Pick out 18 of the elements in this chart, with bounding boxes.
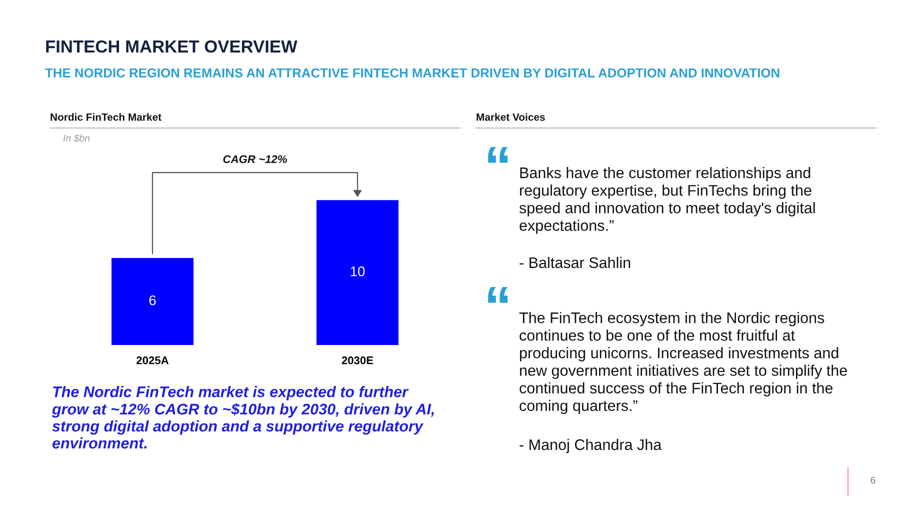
text: “ [488, 287, 508, 303]
chart-subtitle: In $bn [63, 134, 90, 142]
text: “ [488, 147, 508, 163]
text: - Baltasar Sahlin [520, 256, 630, 268]
text: 6 [870, 476, 876, 484]
text: - Manoj Chandra Jha [520, 438, 662, 454]
text: FINTECH MARKET OVERVIEW [46, 40, 298, 53]
text: THE NORDIC REGION REMAINS AN ATTRACTIVE FINTECH MARKET DRIVEN BY DIGITAL ADOPTION AND INNOVATION [45, 68, 780, 78]
data-label: 10 [350, 266, 365, 276]
chart-title: Nordic FinTech Market [50, 113, 162, 121]
text: CAGR ~12% [223, 155, 287, 164]
text: Banks have the customer relationships and regulatory expertise, but FinTechs bring the speed and innovation to meet today's digital expectations.” [519, 167, 815, 234]
x-tick-label: 2030E [342, 356, 374, 364]
x-tick-label: 2025A [136, 356, 169, 364]
data-label: 6 [149, 295, 156, 306]
text: The Nordic FinTech market is expected to further grow at ~12% CAGR to ~$10bn by 2030, driven by AI, strong digital adoption and a supportive regulatory environment. [52, 386, 434, 449]
text: Market Voices [476, 113, 545, 121]
text: The FinTech ecosystem in the Nordic regions continues to be one of the most fruitful at producing unicorns. Increased investments and new government initiatives are set to simplify the continued success of the FinTech region in the coming quarters.” [519, 312, 847, 414]
